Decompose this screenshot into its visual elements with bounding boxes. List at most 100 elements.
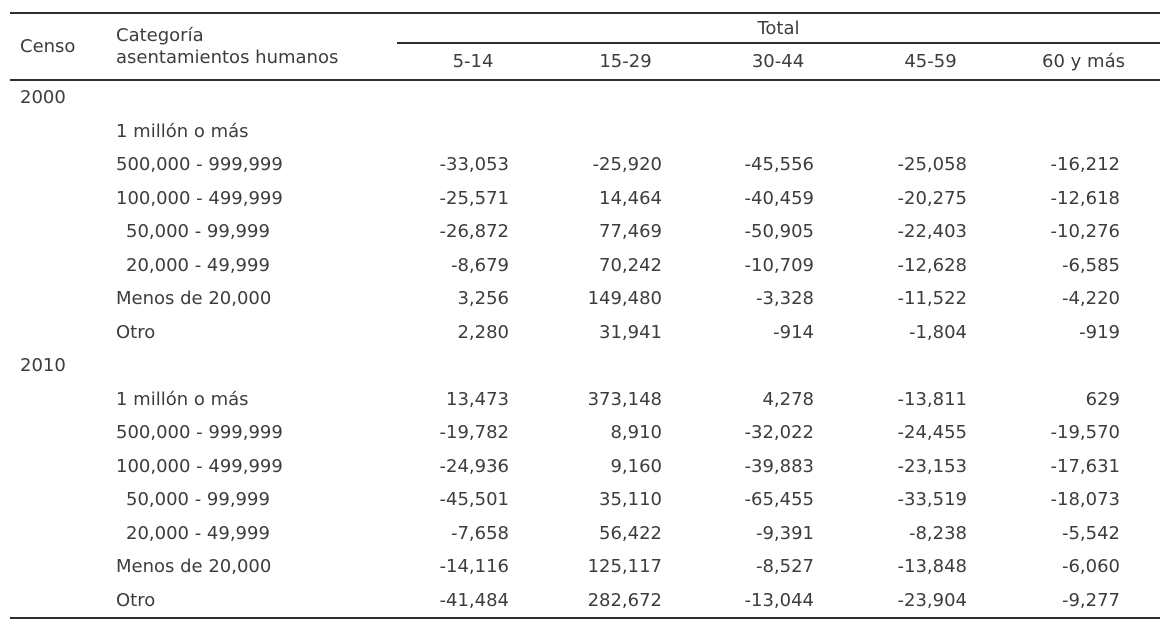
value-cell: 9,160: [610, 455, 662, 477]
value-cell: -50,905: [744, 221, 814, 243]
value-cell: 629: [1085, 388, 1121, 410]
table-row: 100,000 - 499,999 -25,571 14,464 -40,459 -20…: [10, 182, 1160, 216]
value-cell: 13,473: [446, 388, 509, 410]
value-cell: -8,527: [755, 556, 814, 578]
value-cell: 77,469: [599, 221, 662, 243]
value-cell: -8,238: [908, 522, 967, 544]
category-cell: 1 millón o más: [116, 388, 249, 410]
value-cell: -10,709: [744, 254, 814, 276]
value-cell: -13,848: [897, 556, 967, 578]
value-cell: 149,480: [587, 288, 662, 310]
category-cell: Otro: [116, 589, 156, 611]
value-cell: -33,053: [439, 154, 509, 176]
value-cell: 70,242: [599, 254, 662, 276]
value-cell: -12,628: [897, 254, 967, 276]
value-cell: 56,422: [599, 522, 662, 544]
category-cell: 500,000 - 999,999: [116, 422, 283, 444]
table-body: 2000 1 millón o más 500,000 - 999,999 -33,0…: [10, 80, 1160, 618]
censo-empty-cell: [10, 148, 106, 182]
category-cell: Otro: [116, 321, 156, 343]
census-settlements-table: Censo Categoría asentamientos humanos To…: [10, 12, 1161, 619]
value-cell: -13,811: [897, 388, 967, 410]
col-header-categoria: Categoría asentamientos humanos: [106, 13, 397, 81]
value-cell: -9,391: [755, 522, 814, 544]
value-cell: -25,920: [592, 154, 662, 176]
table-row: 50,000 - 99,999 -26,872 77,469 -50,905 -22,4…: [10, 215, 1160, 249]
value-cell: -41,484: [439, 589, 509, 611]
col-header-age-60-plus: 60 y más: [1007, 43, 1161, 81]
value-cell: -7,658: [450, 522, 509, 544]
censo-empty-cell: [10, 215, 106, 249]
value-cell: -19,782: [439, 422, 509, 444]
value-cell: -40,459: [744, 187, 814, 209]
censo-empty-cell: [10, 182, 106, 216]
table-row: Otro -41,484 282,672 -13,044 -23,904 -9,277: [10, 584, 1160, 619]
table-row: Otro 2,280 31,941 -914 -1,804 -919: [10, 316, 1160, 350]
col-header-categoria-line2: asentamientos humanos: [116, 46, 339, 68]
value-cell: -9,277: [1061, 589, 1121, 611]
value-cell: 31,941: [599, 321, 662, 343]
category-cell: 50,000 - 99,999: [126, 221, 270, 243]
value-cell: -20,275: [897, 187, 967, 209]
value-cell: -4,220: [1061, 288, 1121, 310]
value-cell: 14,464: [599, 187, 662, 209]
table-row: 50,000 - 99,999 -45,501 35,110 -65,455 -33,5…: [10, 483, 1160, 517]
census-year-label: 2010: [20, 355, 66, 377]
censo-empty-cell: [10, 483, 106, 517]
censo-empty-cell: [10, 316, 106, 350]
category-cell: 20,000 - 49,999: [126, 522, 270, 544]
value-cell: -11,522: [897, 288, 967, 310]
value-cell: -65,455: [744, 489, 814, 511]
col-header-categoria-line1: Categoría: [116, 24, 204, 46]
value-cell: [702, 115, 854, 149]
col-header-total: Total: [397, 13, 1161, 44]
category-cell: 500,000 - 999,999: [116, 154, 283, 176]
value-cell: -24,455: [897, 422, 967, 444]
value-cell: [854, 115, 1007, 149]
value-cell: 8,910: [610, 422, 662, 444]
table-row: 500,000 - 999,999 -19,782 8,910 -32,022 -24,…: [10, 416, 1160, 450]
value-cell: -45,501: [439, 489, 509, 511]
category-cell: 100,000 - 499,999: [116, 455, 283, 477]
value-cell: -18,073: [1050, 489, 1121, 511]
category-cell: 100,000 - 499,999: [116, 187, 283, 209]
col-header-age-30-44: 30-44: [702, 43, 854, 81]
value-cell: -8,679: [450, 254, 509, 276]
header-row-age-groups: 5-14 15-29 30-44 45-59 60 y más: [10, 43, 1161, 81]
category-cell: Menos de 20,000: [116, 288, 272, 310]
value-cell: 125,117: [587, 556, 662, 578]
value-cell: -6,585: [1061, 254, 1121, 276]
value-cell: -6,060: [1061, 556, 1121, 578]
census-year-label: 2000: [20, 87, 66, 109]
value-cell: -23,904: [897, 589, 967, 611]
value-cell: 2,280: [457, 321, 509, 343]
censo-empty-cell: [10, 115, 106, 149]
header-row-top: Censo Categoría asentamientos humanos To…: [10, 13, 1161, 81]
census-year-row: 2000: [10, 80, 1160, 115]
censo-empty-cell: [10, 249, 106, 283]
value-cell: 4,278: [762, 388, 814, 410]
col-header-age-45-59: 45-59: [854, 43, 1007, 81]
value-cell: -45,556: [744, 154, 814, 176]
table-row: 1 millón o más: [10, 115, 1160, 149]
value-cell: -26,872: [439, 221, 509, 243]
censo-empty-cell: [10, 517, 106, 551]
value-cell: -22,403: [897, 221, 967, 243]
value-cell: -919: [1079, 321, 1121, 343]
censo-empty-cell: [10, 550, 106, 584]
value-cell: -16,212: [1050, 154, 1121, 176]
category-cell: Menos de 20,000: [116, 556, 272, 578]
col-header-age-5-14: 5-14: [397, 43, 549, 81]
value-cell: [1007, 115, 1160, 149]
censo-empty-cell: [10, 450, 106, 484]
value-cell: -33,519: [897, 489, 967, 511]
censo-empty-cell: [10, 383, 106, 417]
value-cell: -25,058: [897, 154, 967, 176]
value-cell: -14,116: [439, 556, 509, 578]
category-cell: 1 millón o más: [116, 120, 249, 142]
col-header-censo: Censo: [10, 13, 106, 81]
value-cell: 35,110: [599, 489, 662, 511]
table-row: 100,000 - 499,999 -24,936 9,160 -39,883 -23,…: [10, 450, 1160, 484]
value-cell: 282,672: [587, 589, 662, 611]
censo-empty-cell: [10, 416, 106, 450]
